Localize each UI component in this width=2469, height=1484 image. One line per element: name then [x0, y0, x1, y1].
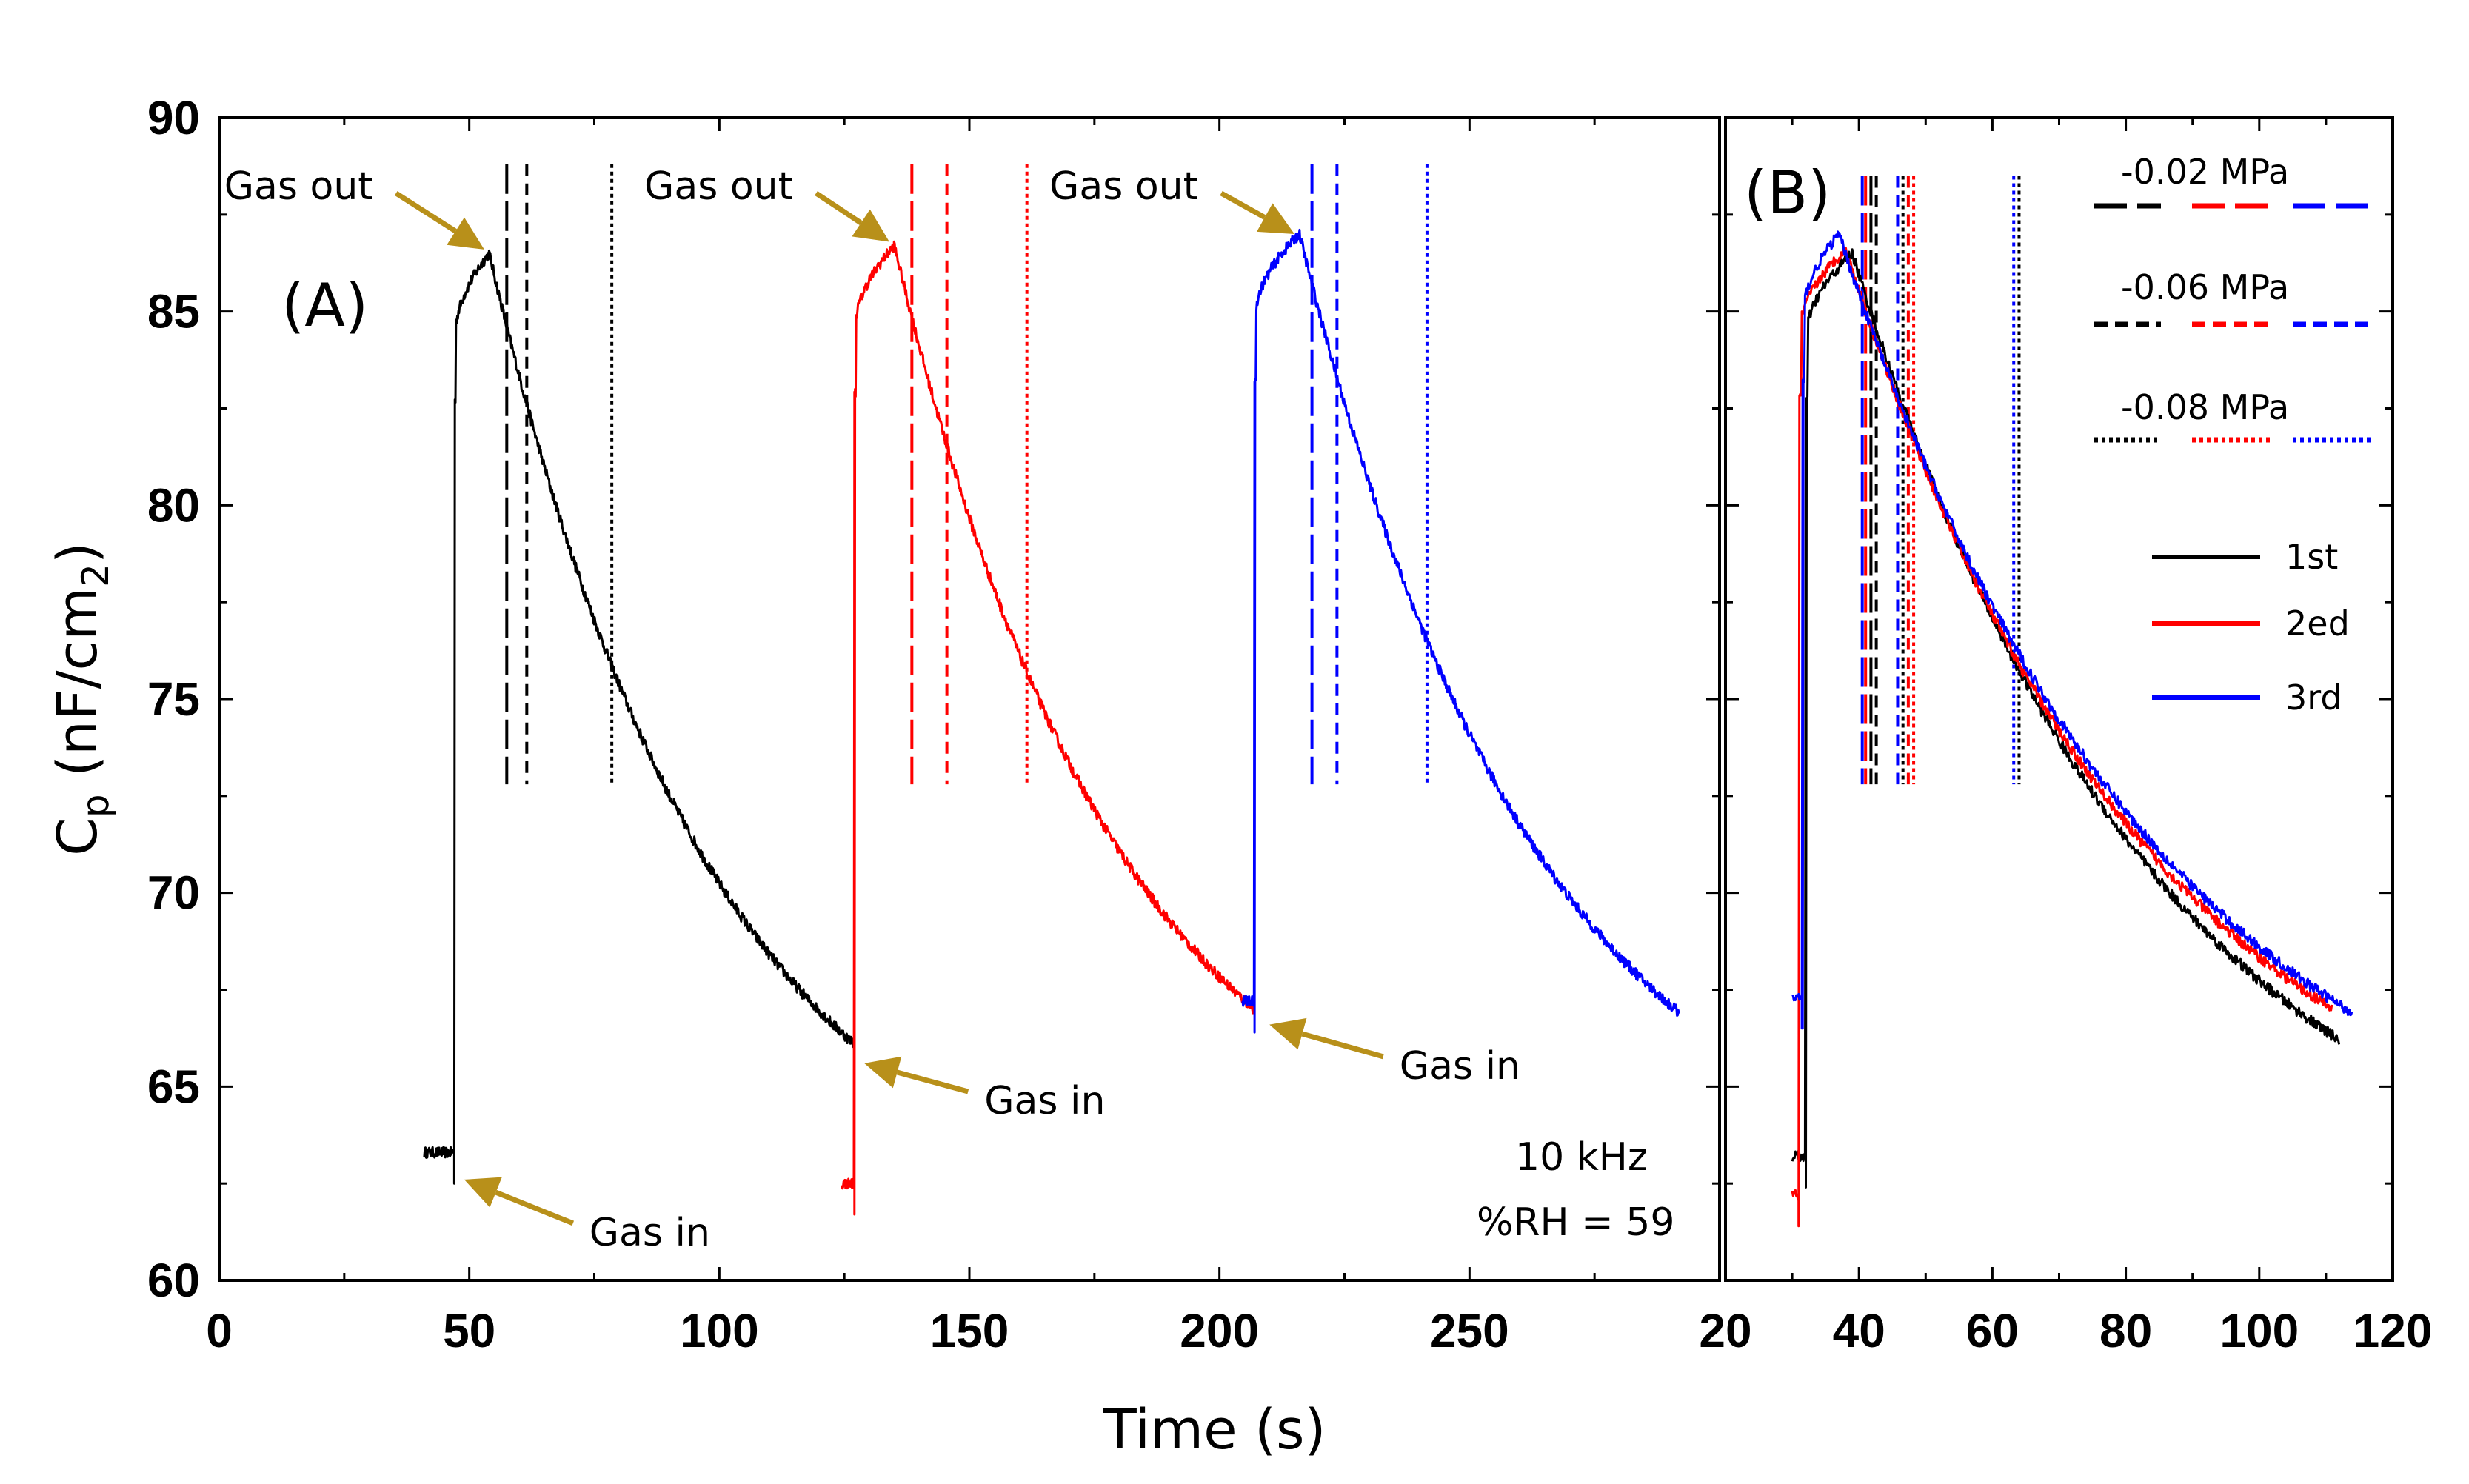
panel-b-xtick-4: 100: [2219, 1304, 2299, 1357]
panel-b-xtick-3: 80: [2099, 1304, 2152, 1357]
panel-a-ytick-0: 60: [147, 1254, 200, 1307]
annotation-1-arrow-head: [447, 217, 484, 250]
annotation-5-arrow-head: [864, 1056, 902, 1089]
y-axis-sub: p: [74, 794, 117, 818]
panel-b-ticks: 20 40 60 80 100 120: [1699, 116, 2433, 1357]
panel-a-xtick-0: 0: [206, 1304, 233, 1357]
annotation-3-label: Gas out: [1049, 164, 1198, 209]
y-axis-close: ): [46, 542, 110, 564]
panel-b-xtick-1: 40: [1833, 1304, 1885, 1357]
panel-a-xtick-3: 150: [930, 1304, 1009, 1357]
panel-a-xtick-5: 250: [1430, 1304, 1509, 1357]
panel-a-ytick-5: 85: [147, 285, 200, 338]
y-axis-title: Cp (nF/cm2): [46, 542, 117, 856]
panel-a-annotations: Gas out Gas out Gas out Gas in Gas in Gas in: [224, 164, 1520, 1255]
annotation-3-arrow-head: [1257, 203, 1294, 234]
annotation-1-arrow-shaft: [394, 190, 458, 234]
annotation-4-arrow-head: [464, 1177, 502, 1208]
legend-pressure-1-label: -0.02 MPa: [2121, 152, 2289, 192]
annotation-5-arrow-shaft: [896, 1069, 969, 1094]
panel-b-series-3: [1791, 230, 2353, 1030]
panel-a-series: [423, 228, 1680, 1216]
panel-a-series-2: [841, 240, 1255, 1216]
panel-a-series-1: [423, 249, 855, 1185]
legend-pressure-3-label: -0.08 MPa: [2121, 387, 2289, 427]
panel-a-series-3: [1241, 228, 1680, 1034]
panel-a-ytick-4: 80: [147, 478, 200, 532]
annotation-1-label: Gas out: [224, 164, 373, 209]
annotation-6-arrow-shaft: [1301, 1031, 1384, 1060]
humidity-note: %RH = 59: [1477, 1200, 1674, 1245]
annotation-5-label: Gas in: [984, 1079, 1105, 1123]
panel-b-series: [1791, 230, 2353, 1228]
y-axis-units-sub: 2: [74, 564, 117, 587]
legend-run-2-label: 2ed: [2285, 604, 2350, 644]
panel-a-vlines: [505, 164, 1429, 785]
y-axis-main: C: [46, 818, 110, 856]
legend-run-3-label: 3rd: [2285, 678, 2342, 718]
panel-a-ytick-3: 75: [147, 672, 200, 726]
annotation-4-label: Gas in: [589, 1211, 710, 1255]
panel-a-ytick-1: 65: [147, 1060, 200, 1113]
panel-b-xtick-0: 20: [1699, 1304, 1751, 1357]
panel-a-ytick-2: 70: [147, 866, 200, 920]
panel-a-xtick-2: 100: [680, 1304, 759, 1357]
annotation-6-label: Gas in: [1400, 1044, 1520, 1089]
panel-b-label: (B): [1744, 158, 1831, 227]
panel-b-vlines: [1860, 176, 2021, 785]
annotation-2-arrow-head: [852, 209, 889, 242]
panel-b-xtick-5: 120: [2353, 1304, 2433, 1357]
legend-pressure: -0.02 MPa -0.06 MPa -0.08 MPa: [2094, 152, 2374, 443]
y-axis-units: (nF/cm: [46, 587, 110, 795]
x-axis-title: Time (s): [1103, 1398, 1326, 1462]
annotation-2-label: Gas out: [644, 164, 793, 209]
panel-a-ticks: 0 50 100 150 200 250 60 65 70 75 80 85 90: [147, 91, 1721, 1357]
panel-a-ytick-6: 90: [147, 91, 200, 144]
frequency-note: 10 kHz: [1515, 1135, 1648, 1180]
panel-b-xtick-2: 60: [1966, 1304, 2019, 1357]
legend-pressure-2-label: -0.06 MPa: [2121, 267, 2289, 307]
annotation-6-arrow-head: [1269, 1017, 1307, 1050]
legend-run-1-label: 1st: [2285, 537, 2338, 577]
annotation-2-arrow-shaft: [815, 190, 863, 225]
annotation-3-arrow-shaft: [1220, 190, 1266, 220]
panel-a-xtick-4: 200: [1180, 1304, 1259, 1357]
panel-b-series-1: [1791, 248, 2341, 1189]
annotation-4-arrow-shaft: [495, 1189, 575, 1226]
panel-a-label: (A): [281, 271, 368, 340]
panel-a-xtick-1: 50: [443, 1304, 495, 1357]
legend-runs: 1st 2ed 3rd: [2152, 537, 2350, 718]
